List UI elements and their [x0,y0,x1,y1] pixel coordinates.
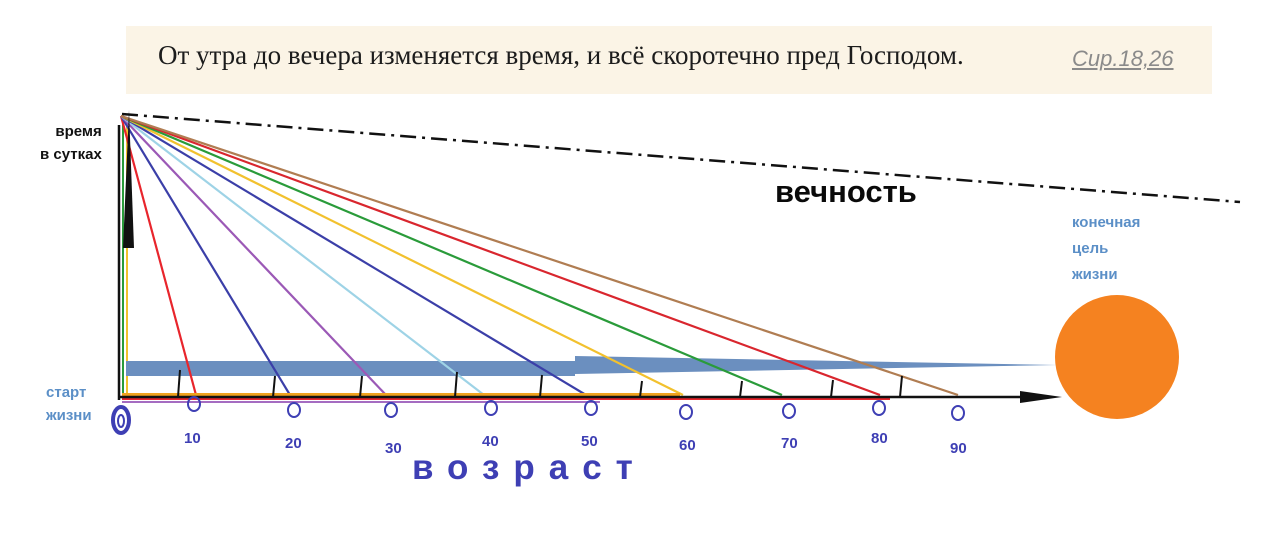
x-axis-arrowhead [1020,391,1062,403]
y-axis-label-line1: время [55,123,102,140]
age-marker-90 [951,405,965,421]
age-line-40 [120,115,485,396]
goal-label-line3: жизни [1072,266,1118,283]
age-tick-10 [177,369,181,398]
age-tick-20 [272,375,276,398]
age-line-80 [120,114,881,397]
age-line-30 [120,115,387,396]
age-line-90 [120,114,959,397]
age-marker-30 [384,402,398,418]
age-label-90: 90 [950,440,967,457]
age-tick-80 [830,379,834,398]
age-marker-20 [287,402,301,418]
start-label-line1: старт [46,384,87,401]
age-label-50: 50 [581,433,598,450]
sun-circle [1055,295,1179,419]
y-axis-label: время в сутках [40,120,102,166]
age-marker-80 [872,400,886,416]
age-label-30: 30 [385,440,402,457]
age-label-70: 70 [781,435,798,452]
age-line-20 [120,115,291,396]
age-line-10 [119,115,198,396]
age-label-40: 40 [482,433,499,450]
age-label-20: 20 [285,435,302,452]
age-line-50 [120,115,587,396]
age-marker-50 [584,400,598,416]
eternity-label: вечность [775,174,917,209]
age-tick-70 [739,380,743,398]
age-tick-40 [454,371,458,398]
age-marker-10 [187,396,201,412]
start-label: старт жизни [46,381,92,427]
age-tick-50 [539,374,543,398]
y-axis-arrowhead [123,110,134,248]
age-label-60: 60 [679,437,696,454]
age-marker-70 [782,403,796,419]
age-marker-40 [484,400,498,416]
quote-reference-link[interactable]: Сир.18,26 [1072,46,1174,71]
age-lines-group [119,114,959,397]
start-label-line2: жизни [46,407,92,424]
origin-marker [111,405,131,435]
age-marker-60 [679,404,693,420]
age-tick-30 [359,375,363,398]
age-ticks-group [177,369,965,421]
origin-marker-inner [117,414,125,428]
quote-text: От утра до вечера изменяется время, и вс… [158,40,964,70]
age-tick-90 [899,375,903,398]
age-label-10: 10 [184,430,201,447]
y-axis-label-line2: в сутках [40,146,102,163]
age-line-60 [120,115,684,396]
goal-label-line2: цель [1072,240,1109,257]
quote-banner [126,26,1212,94]
age-line-70 [120,114,783,397]
goal-label-line1: конечная [1072,214,1141,231]
eternity-line [121,112,1241,204]
life-band-arrow [126,356,1058,376]
x-axis-label: возраст [412,448,647,487]
goal-label: конечная цель жизни [1072,210,1140,288]
age-label-80: 80 [871,430,888,447]
age-tick-60 [639,380,643,398]
